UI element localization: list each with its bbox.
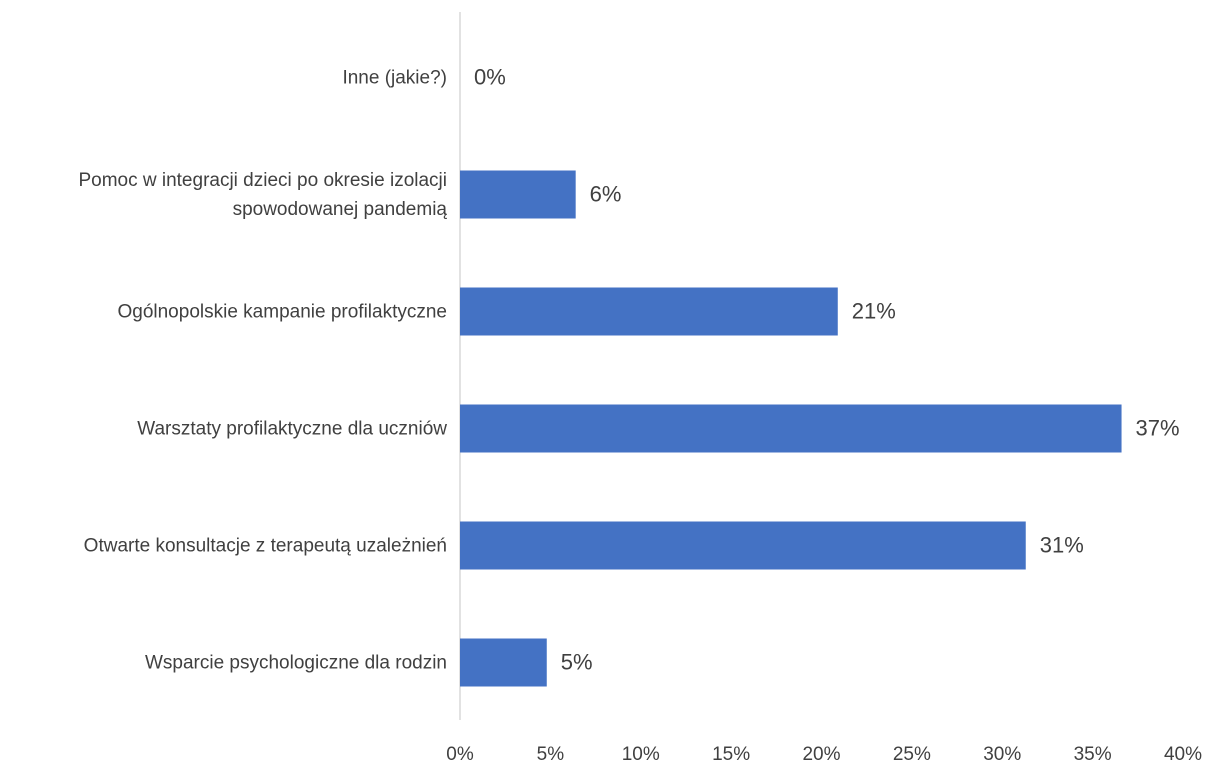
x-tick-label: 0% [446,744,474,762]
value-label: 21% [852,298,896,323]
x-tick-label: 40% [1164,744,1202,762]
bar [460,638,547,687]
y-tick-label: Pomoc w integracji dzieci po okresie izo… [78,169,447,220]
y-tick-label: Otwarte konsultacje z terapeutą uzależni… [83,535,447,556]
x-tick-label: 25% [893,744,931,762]
x-tick-label: 10% [622,744,660,762]
y-tick-label: Wsparcie psychologiczne dla rodzin [144,652,447,673]
value-label: 5% [561,649,593,674]
x-tick-label: 15% [712,744,750,762]
x-tick-label: 35% [1074,744,1112,762]
bar [460,287,838,336]
y-tick-label: Ogólnopolskie kampanie profilaktyczne [117,301,447,322]
value-label: 31% [1040,532,1084,557]
value-label: 0% [474,64,506,89]
x-tick-label: 20% [802,744,840,762]
bar [460,170,576,219]
bar [460,404,1122,453]
y-tick-label: Warsztaty profilaktyczne dla uczniów [137,418,447,439]
x-tick-label: 5% [537,744,565,762]
x-tick-label: 30% [983,744,1021,762]
bar [460,521,1026,570]
y-tick-label: Inne (jakie?) [342,67,447,88]
value-label: 6% [590,181,622,206]
value-label: 37% [1136,415,1180,440]
